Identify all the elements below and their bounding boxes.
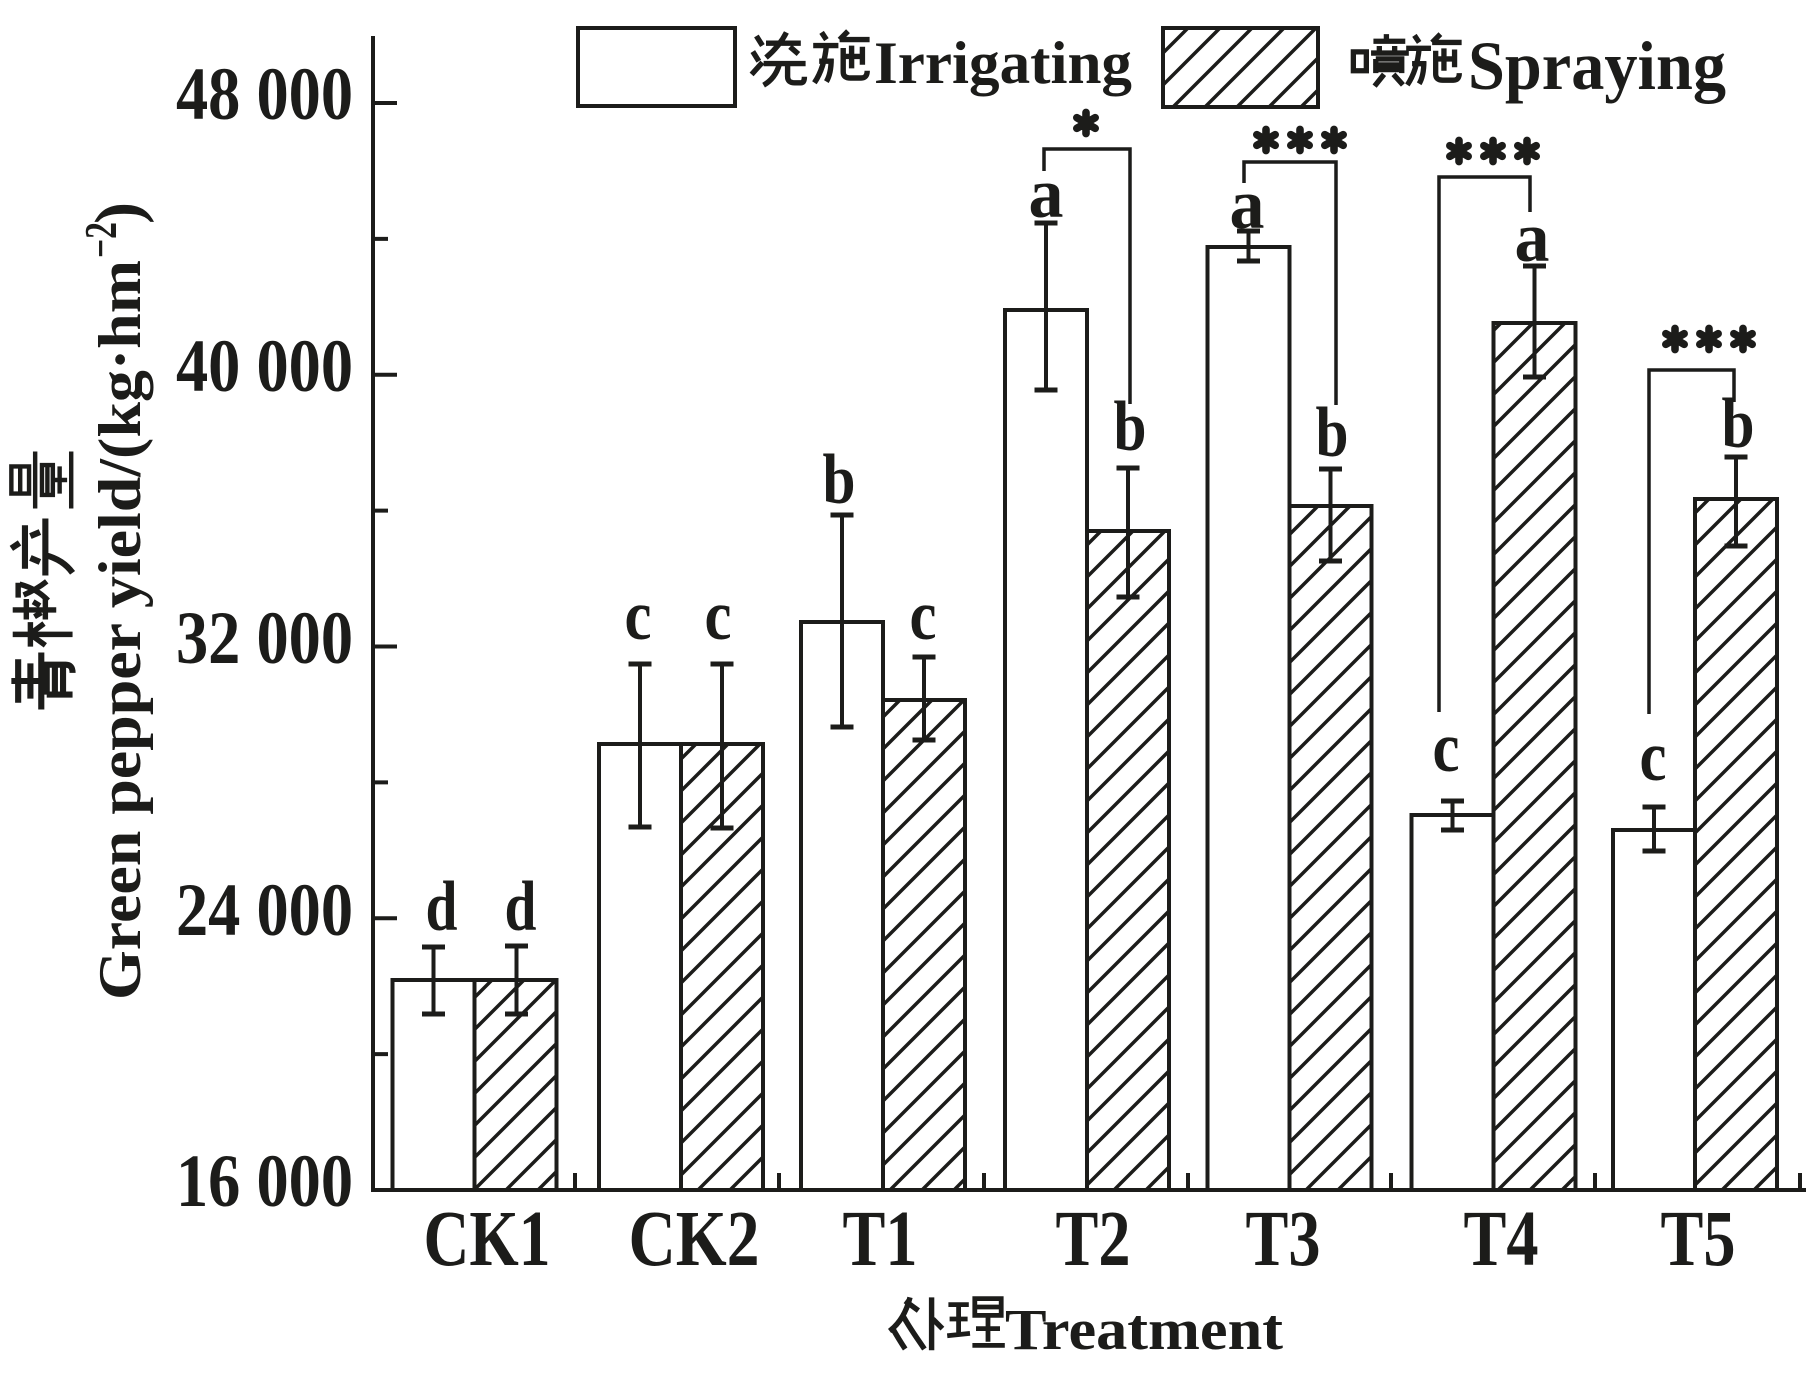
svg-text:−2: −2: [75, 222, 126, 258]
svg-text:Spraying: Spraying: [1468, 28, 1726, 104]
svg-text:a: a: [1230, 166, 1265, 244]
svg-text:a: a: [1515, 199, 1550, 277]
svg-text:c: c: [705, 577, 732, 655]
svg-text:48 000: 48 000: [176, 53, 353, 136]
svg-text:Irrigating: Irrigating: [874, 30, 1132, 96]
svg-text:40 000: 40 000: [176, 325, 353, 408]
svg-text:24 000: 24 000: [176, 869, 353, 952]
svg-text:b: b: [823, 441, 856, 519]
svg-text:d: d: [505, 868, 537, 946]
svg-text:T5: T5: [1661, 1196, 1736, 1283]
svg-text:a: a: [1029, 155, 1064, 233]
svg-text:CK2: CK2: [629, 1196, 760, 1283]
svg-text:T1: T1: [843, 1196, 918, 1283]
svg-text:c: c: [625, 577, 652, 655]
svg-text:b: b: [1722, 385, 1755, 463]
svg-text:T2: T2: [1056, 1196, 1131, 1283]
svg-text:T4: T4: [1464, 1196, 1539, 1283]
svg-text:c: c: [1640, 718, 1667, 796]
svg-text:Treatment: Treatment: [1005, 1297, 1284, 1362]
svg-text:32 000: 32 000: [176, 597, 353, 680]
svg-text:c: c: [1433, 709, 1460, 787]
svg-text:16 000: 16 000: [176, 1140, 353, 1223]
svg-text:c: c: [910, 577, 937, 655]
svg-text:b: b: [1114, 388, 1147, 466]
svg-text:d: d: [426, 868, 458, 946]
svg-text:T3: T3: [1246, 1196, 1321, 1283]
svg-text:Green pepper yield/(kg·hm: Green pepper yield/(kg·hm: [87, 260, 153, 1000]
svg-text:): ): [82, 202, 155, 224]
svg-text:CK1: CK1: [424, 1196, 551, 1283]
svg-text:b: b: [1316, 394, 1349, 472]
